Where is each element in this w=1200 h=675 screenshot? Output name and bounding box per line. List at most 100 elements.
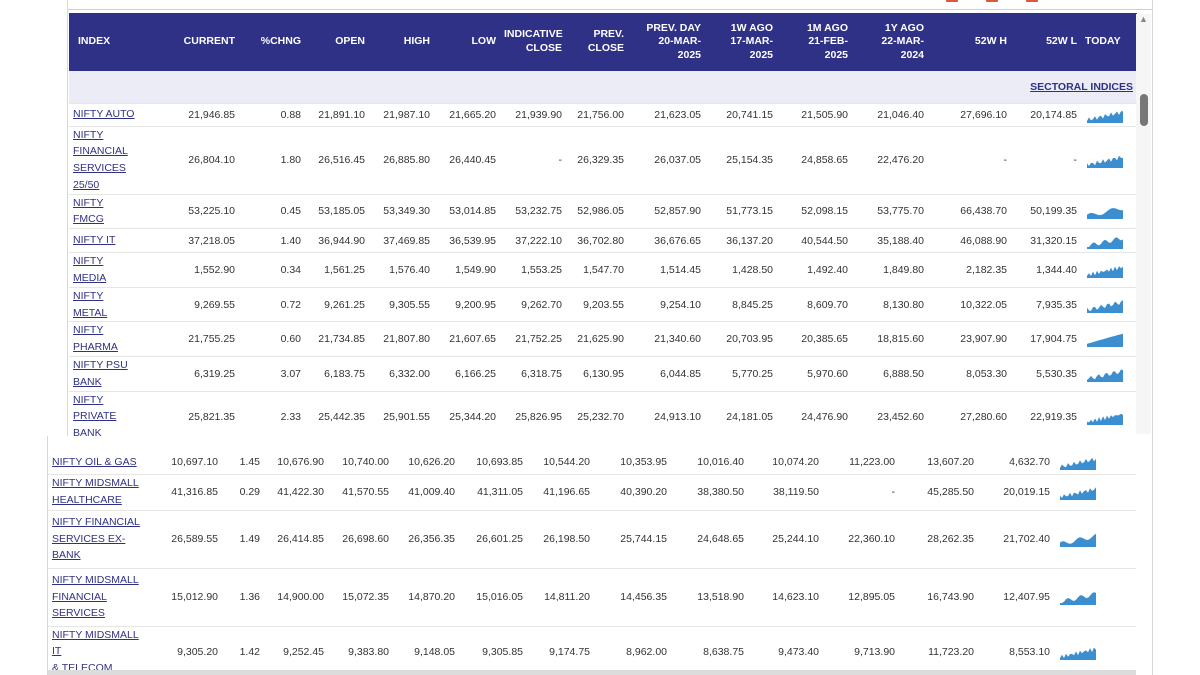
table-row[interactable]: NIFTY MIDSMALL HEALTHCARE 41,316.85 0.29 41,… — [48, 474, 1136, 511]
cell-high: 21,807.80 — [369, 321, 434, 358]
scrollbar-thumb[interactable] — [1140, 94, 1148, 126]
index-name-line: NIFTY MIDSMALL IT — [52, 628, 139, 658]
cell-l52: 4,632.70 — [978, 451, 1054, 475]
today-sparkline-cell[interactable] — [1054, 451, 1136, 475]
today-sparkline-cell[interactable] — [1054, 474, 1136, 511]
cell-y1: 53,775.70 — [852, 194, 928, 230]
table-row[interactable]: NIFTY PSU BANK 6,319.25 3.07 6,183.75 6,332.… — [69, 356, 1137, 392]
index-name-cell: NIFTY PRIVATE BANK — [69, 391, 139, 436]
table-row[interactable]: NIFTY FINANCIAL SERVICES 25/50 26,804.10 1.… — [69, 126, 1137, 195]
cell-l52: 21,702.40 — [978, 510, 1054, 569]
cell-current: 15,012.90 — [154, 568, 222, 627]
cell-current: 37,218.05 — [139, 228, 239, 254]
col-52w-high[interactable]: 52W H — [928, 13, 1011, 71]
sparkline-icon — [1060, 458, 1096, 471]
cell-m1: 1,492.40 — [777, 252, 852, 288]
index-link[interactable]: NIFTY FINANCIAL SERVICES EX- BANK — [52, 516, 140, 562]
col-pchng[interactable]: %CHNG — [239, 13, 305, 71]
table-row[interactable]: NIFTY FINANCIAL SERVICES EX- BANK 26,589.55… — [48, 510, 1136, 569]
table-row[interactable]: NIFTY MIDSMALL IT & TELECOM 9,305.20 1.42 9,… — [48, 626, 1136, 675]
cell-prev-day: 21,340.60 — [628, 321, 705, 358]
section-link-sectoral-indices[interactable]: SECTORAL INDICES — [1030, 80, 1133, 93]
index-link[interactable]: NIFTY PRIVATE BANK — [73, 394, 116, 436]
index-link[interactable]: NIFTY PHARMA — [73, 324, 118, 353]
table-row[interactable]: NIFTY MIDSMALL FINANCIAL SERVICES 15,012.90… — [48, 568, 1136, 627]
sparkline-area — [1060, 458, 1096, 471]
index-link[interactable]: NIFTY PSU BANK — [73, 359, 128, 388]
today-sparkline-cell[interactable] — [1081, 287, 1137, 323]
today-sparkline-cell[interactable] — [1054, 626, 1136, 675]
cell-ind-close: - — [500, 126, 566, 195]
sparkline-area — [1060, 592, 1096, 605]
today-sparkline-cell[interactable] — [1081, 194, 1137, 230]
index-link[interactable]: NIFTY METAL — [73, 290, 107, 319]
col-indicative-close[interactable]: INDICATIVE CLOSE — [500, 13, 566, 71]
index-link[interactable]: NIFTY MIDSMALL HEALTHCARE — [52, 477, 139, 506]
index-link[interactable]: NIFTY FINANCIAL SERVICES 25/50 — [73, 129, 128, 191]
today-sparkline-cell[interactable] — [1081, 228, 1137, 254]
col-prev-close[interactable]: PREV. CLOSE — [566, 13, 628, 71]
cell-l52: 7,935.35 — [1011, 287, 1081, 323]
today-sparkline-cell[interactable] — [1081, 252, 1137, 288]
cell-l52: - — [1011, 126, 1081, 195]
cell-ind-close: 37,222.10 — [500, 228, 566, 254]
sparkline-area — [1087, 334, 1123, 348]
index-name-line: NIFTY PSU BANK — [73, 359, 128, 388]
index-link[interactable]: NIFTY MEDIA — [73, 255, 106, 284]
index-link[interactable]: NIFTY IT — [73, 234, 115, 246]
index-link[interactable]: NIFTY FMCG — [73, 197, 104, 226]
cell-w1: 10,016.40 — [671, 451, 748, 475]
cell-open: 25,442.35 — [305, 391, 369, 436]
today-sparkline-cell[interactable] — [1081, 321, 1137, 358]
table-row[interactable]: NIFTY OIL & GAS 10,697.10 1.45 10,676.90 10,… — [48, 451, 1136, 475]
col-low[interactable]: LOW — [434, 13, 500, 71]
table-row[interactable]: NIFTY METAL 9,269.55 0.72 9,261.25 9,305.55 9… — [69, 287, 1137, 323]
cell-high: 15,072.35 — [328, 568, 393, 627]
scroll-up-arrow-icon[interactable]: ▲ — [1139, 14, 1148, 24]
table-row[interactable]: NIFTY AUTO 21,946.85 0.88 21,891.10 21,987.1… — [69, 103, 1137, 127]
table-row[interactable]: NIFTY PRIVATE BANK 25,821.35 2.33 25,442.35 2… — [69, 391, 1137, 436]
cell-open: 53,185.05 — [305, 194, 369, 230]
cell-current: 41,316.85 — [154, 474, 222, 511]
col-current[interactable]: CURRENT — [139, 13, 239, 71]
cell-ind-close: 21,939.90 — [500, 103, 566, 127]
index-link[interactable]: NIFTY OIL & GAS — [52, 456, 137, 468]
cell-open: 10,676.90 — [264, 451, 328, 475]
index-link[interactable]: NIFTY MIDSMALL IT & TELECOM — [52, 629, 139, 675]
col-prev-day[interactable]: PREV. DAY 20-MAR- 2025 — [628, 13, 705, 71]
col-open[interactable]: OPEN — [305, 13, 369, 71]
cell-current: 6,319.25 — [139, 356, 239, 392]
index-name-cell: NIFTY MEDIA — [69, 252, 139, 288]
col-index[interactable]: INDEX — [69, 13, 139, 71]
cell-prev-close: 21,756.00 — [566, 103, 628, 127]
cell-m1: 25,244.10 — [748, 510, 823, 569]
cell-w1: 36,137.20 — [705, 228, 777, 254]
col-1y-ago[interactable]: 1Y AGO 22-MAR- 2024 — [852, 13, 928, 71]
vertical-scrollbar[interactable] — [1136, 14, 1151, 434]
index-link[interactable]: NIFTY MIDSMALL FINANCIAL SERVICES — [52, 574, 139, 620]
today-sparkline-cell[interactable] — [1054, 510, 1136, 569]
cell-l52: 17,904.75 — [1011, 321, 1081, 358]
table-row[interactable]: NIFTY PHARMA 21,755.25 0.60 21,734.85 21,807… — [69, 321, 1137, 358]
cell-m1: 24,858.65 — [777, 126, 852, 195]
today-sparkline-cell[interactable] — [1081, 391, 1137, 436]
table-row[interactable]: NIFTY FMCG 53,225.10 0.45 53,185.05 53,349.3… — [69, 194, 1137, 230]
cell-w1: 8,845.25 — [705, 287, 777, 323]
cell-prev-close: 52,986.05 — [566, 194, 628, 230]
cell-m1: 14,623.10 — [748, 568, 823, 627]
col-1m-ago[interactable]: 1M AGO 21-FEB- 2025 — [777, 13, 852, 71]
col-1w-ago[interactable]: 1W AGO 17-MAR- 2025 — [705, 13, 777, 71]
table-row[interactable]: NIFTY IT 37,218.05 1.40 36,944.90 37,469.85 3… — [69, 228, 1137, 254]
today-sparkline-cell[interactable] — [1054, 568, 1136, 627]
cell-h52: 13,607.20 — [899, 451, 978, 475]
index-link[interactable]: NIFTY AUTO — [73, 108, 134, 120]
today-sparkline-cell[interactable] — [1081, 356, 1137, 392]
cell-low: 10,626.20 — [393, 451, 459, 475]
col-high[interactable]: HIGH — [369, 13, 434, 71]
cell-y1: 23,452.60 — [852, 391, 928, 436]
col-52w-low[interactable]: 52W L — [1011, 13, 1081, 71]
index-name-line: NIFTY MIDSMALL — [52, 573, 139, 586]
today-sparkline-cell[interactable] — [1081, 126, 1137, 195]
today-sparkline-cell[interactable] — [1081, 103, 1137, 127]
table-row[interactable]: NIFTY MEDIA 1,552.90 0.34 1,561.25 1,576.40 1… — [69, 252, 1137, 288]
